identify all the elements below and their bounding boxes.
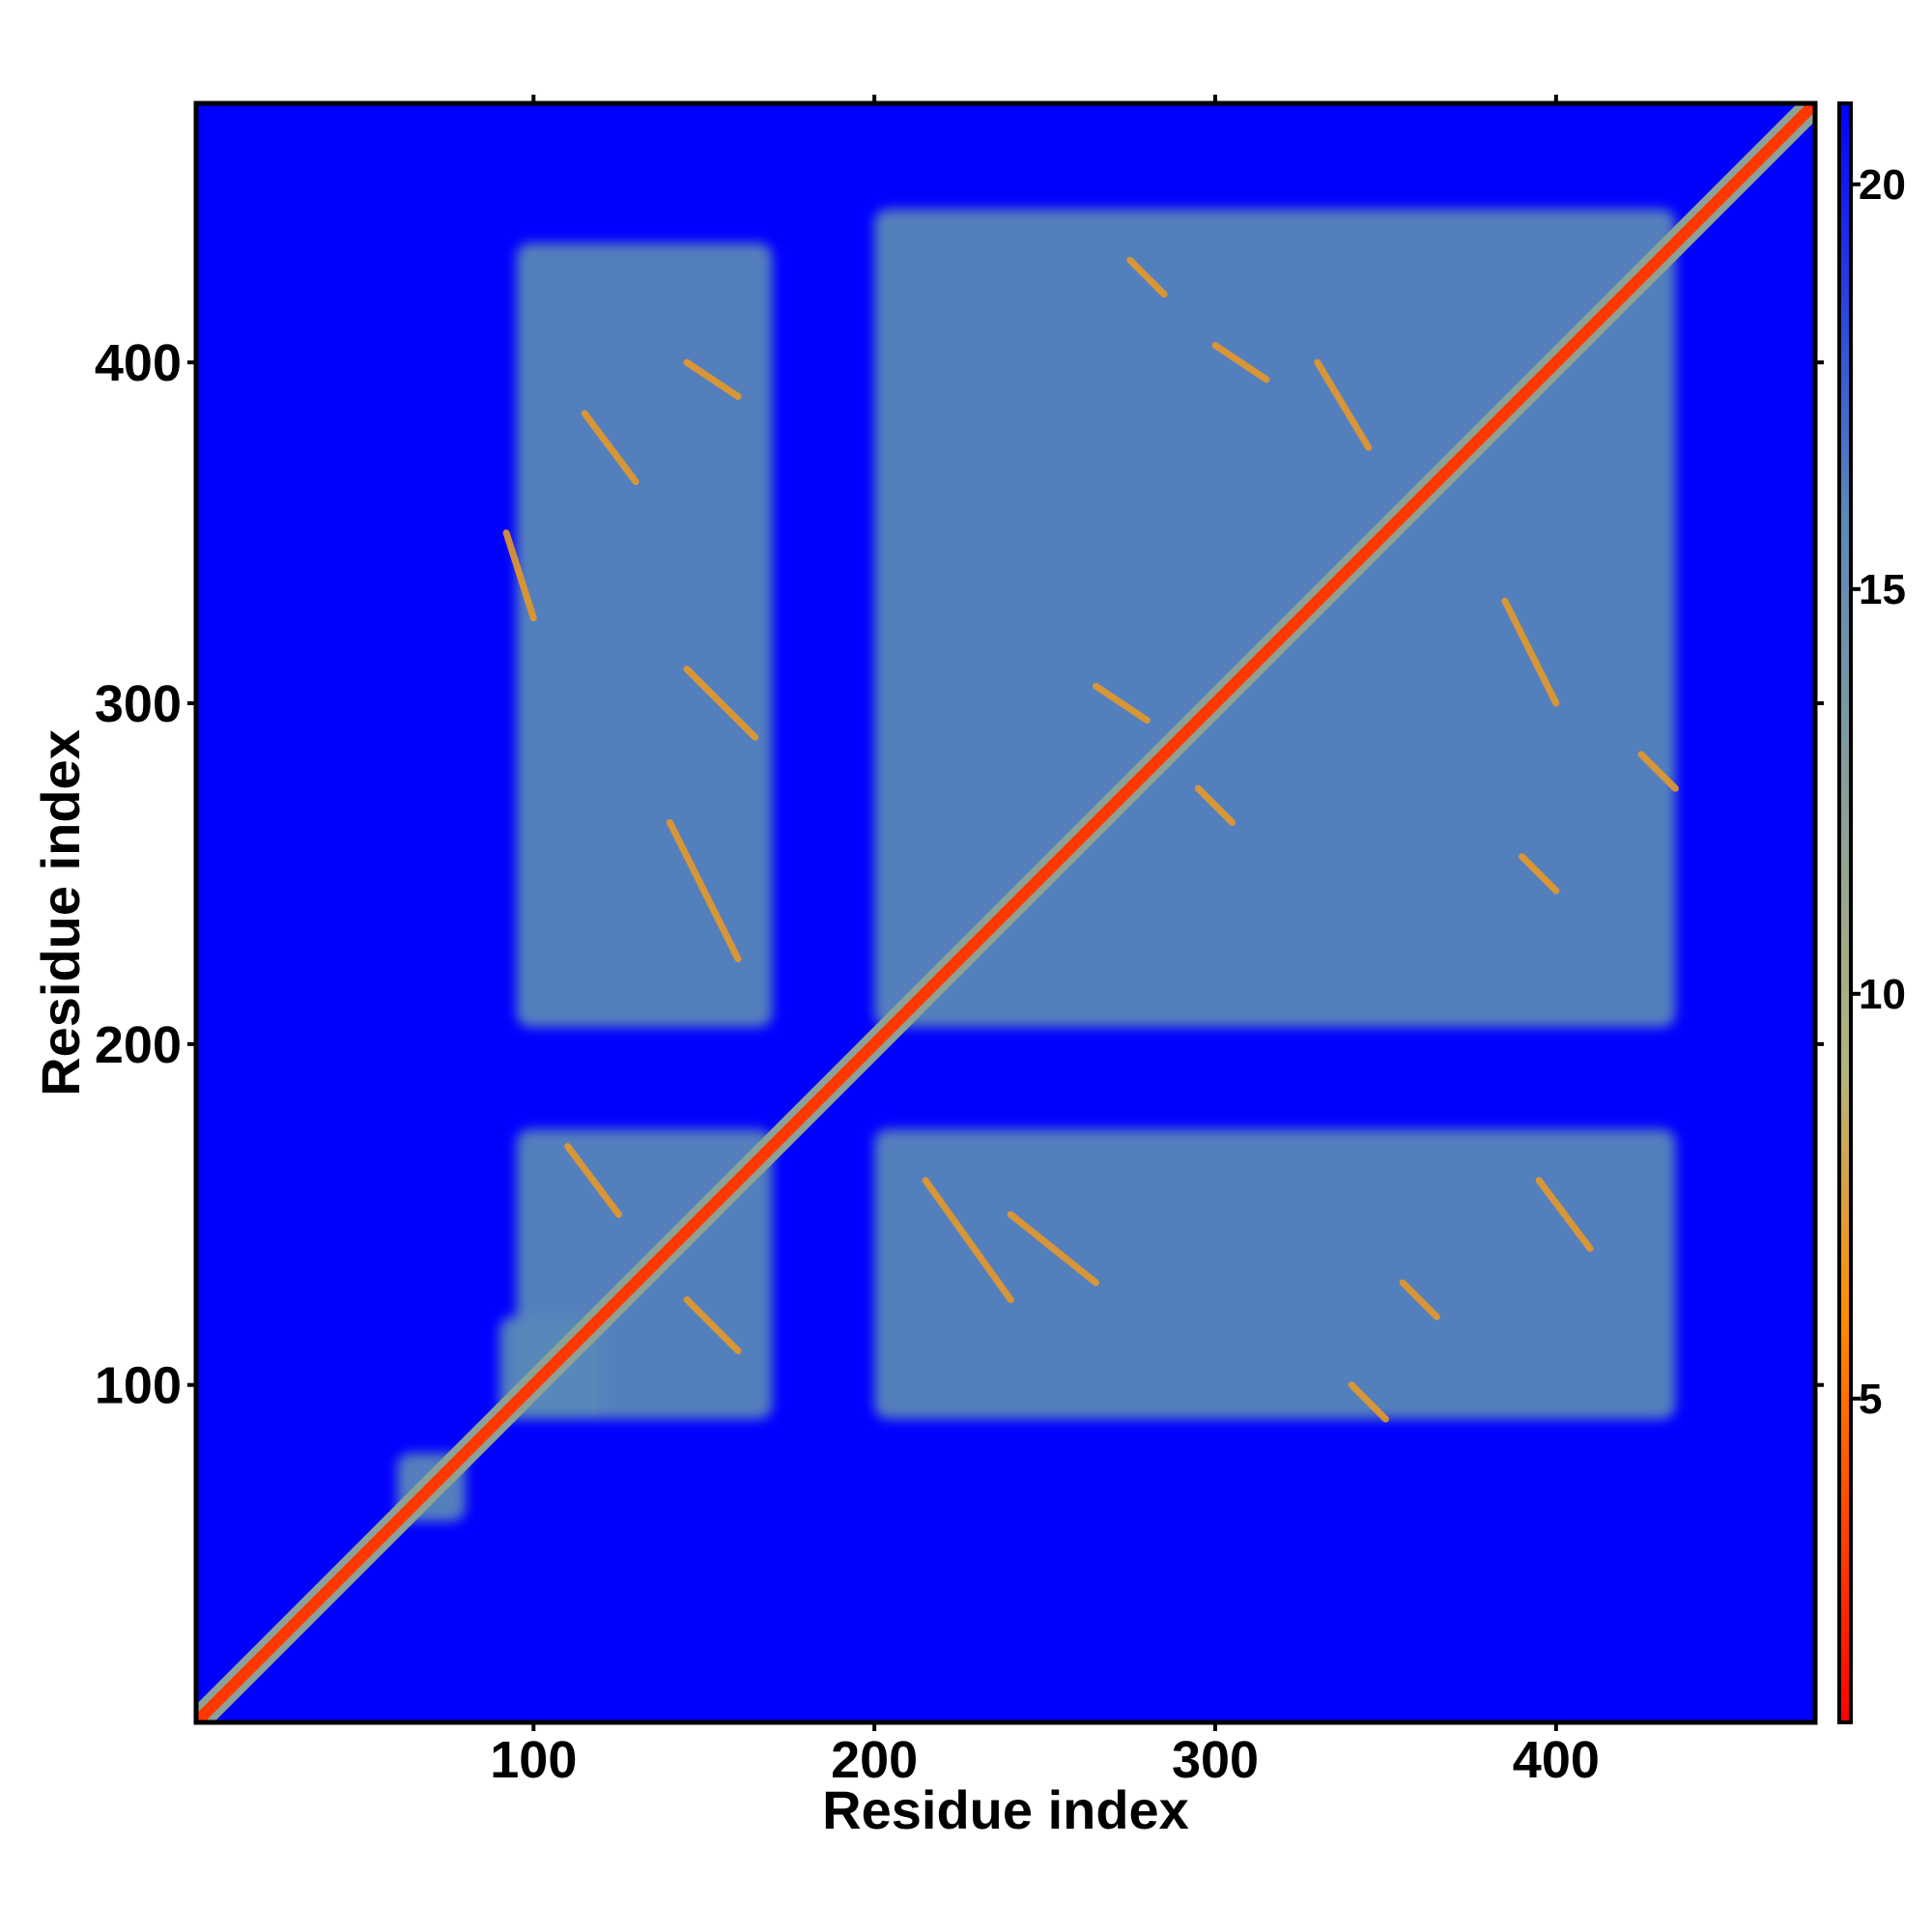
contact-segment: [1093, 682, 1151, 724]
y-tick-label: 300: [95, 675, 182, 733]
heatmap-area: [196, 103, 1815, 1722]
heatmap-block: [874, 1129, 1676, 1419]
y-axis: 100 200 300 400: [95, 334, 1824, 1415]
x-tick-label: 100: [490, 1731, 577, 1789]
contact-segment: [683, 666, 759, 741]
x-tick-label: 300: [1172, 1731, 1259, 1789]
x-axis-title: Residue index: [822, 1779, 1189, 1840]
heatmap-block: [874, 209, 1676, 1028]
colorbar: 5 10 15 20: [1837, 101, 1906, 1724]
plot-frame: [193, 100, 1818, 1725]
contact-segment: [1314, 358, 1373, 451]
contact-segment: [1519, 853, 1560, 895]
contact-segment: [1007, 1210, 1100, 1287]
contact-segment: [1399, 1279, 1440, 1321]
colorbar-tick-label: 15: [1859, 566, 1906, 613]
x-tick-label: 200: [831, 1731, 918, 1789]
contact-segment: [1126, 256, 1168, 298]
contact-segment: [581, 410, 639, 486]
heatmap-diagonal: [196, 103, 1815, 1722]
contact-segment: [683, 358, 742, 400]
contact-segment: [1348, 1381, 1389, 1423]
contact-segment: [1637, 751, 1679, 792]
contact-segment: [922, 1177, 1014, 1303]
contact-segment: [1194, 784, 1236, 826]
diagonal-line: [196, 103, 1815, 1722]
colorbar-gradient: [1837, 101, 1853, 1724]
colorbar-tick-label: 10: [1859, 971, 1906, 1018]
colorbar-ticks: 5 10 15 20: [1851, 161, 1906, 1423]
contact-segment: [1501, 597, 1560, 707]
contact-segment: [564, 1143, 623, 1218]
contact-segment: [683, 1295, 742, 1354]
colorbar-tick-label: 20: [1859, 161, 1906, 209]
heatmap-contact-segments: [502, 256, 1679, 1423]
y-tick-label: 100: [95, 1357, 182, 1415]
x-tick-label: 400: [1513, 1731, 1600, 1789]
contact-segment: [1535, 1177, 1594, 1253]
colorbar-tick-label: 5: [1859, 1376, 1882, 1423]
heatmap-block: [516, 242, 773, 1028]
y-axis-title: Residue index: [30, 729, 91, 1096]
y-tick-label: 400: [95, 334, 182, 392]
y-tick-label: 200: [95, 1016, 182, 1074]
contact-segment: [1211, 342, 1270, 384]
contact-segment: [666, 818, 742, 963]
contact-segment: [502, 529, 537, 622]
x-axis: 100 200 300 400: [490, 95, 1600, 1789]
